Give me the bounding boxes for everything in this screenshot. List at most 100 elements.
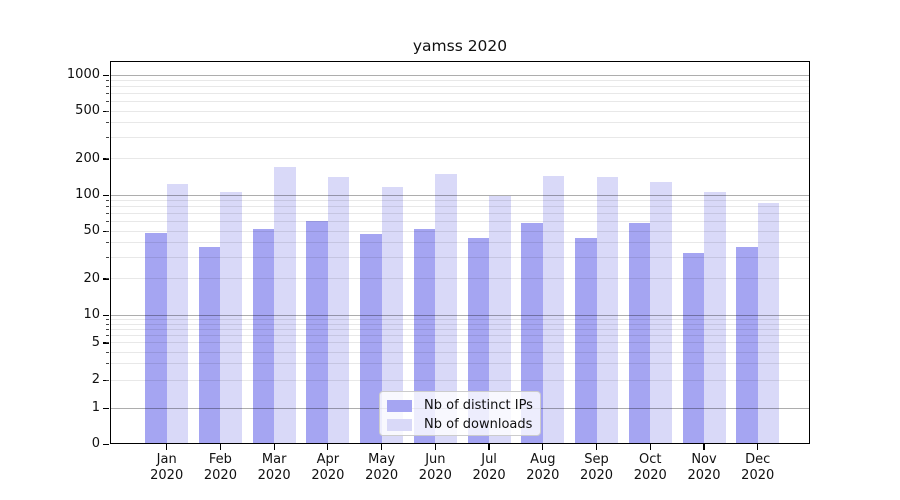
x-tick-may: [381, 444, 383, 450]
gridline-minor-2: [110, 379, 810, 381]
gridline-minor-8: [110, 323, 810, 325]
y-minor-tick-4: [106, 351, 109, 353]
gridline-minor-800: [110, 86, 810, 88]
x-tick-label-mar: Mar 2020: [246, 452, 302, 484]
x-tick-sep: [595, 444, 598, 450]
x-label-month: Feb: [208, 452, 232, 467]
x-tick-label-apr: Apr 2020: [300, 452, 356, 484]
bar-distinct-ips-feb: [198, 246, 221, 444]
legend-swatch-distinct-ips: [387, 399, 412, 412]
x-label-month: Apr: [316, 452, 340, 467]
x-label-month: Aug: [530, 452, 556, 467]
x-tick-label-feb: Feb 2020: [192, 452, 248, 484]
bar-distinct-ips-mar: [252, 229, 275, 444]
legend-item-downloads: Nb of downloads: [380, 415, 540, 434]
x-label-month: Sep: [584, 452, 609, 467]
x-label-month: Jul: [481, 452, 497, 467]
gridline-minor-6: [110, 335, 810, 337]
y-tick-label-20: 20: [83, 270, 100, 286]
bar-downloads-jul: [489, 196, 511, 444]
y-tick-10: [103, 314, 109, 316]
y-minor-tick-3: [106, 363, 109, 365]
gridline-major-1000: [110, 74, 810, 76]
bar-distinct-ips-jun: [413, 229, 436, 444]
y-minor-tick-600: [106, 101, 109, 103]
y-minor-tick-20: [106, 278, 109, 280]
x-label-year: 2020: [311, 468, 345, 483]
x-tick-label-jun: Jun 2020: [407, 452, 463, 484]
x-label-month: May: [368, 452, 396, 467]
x-tick-label-aug: Aug 2020: [515, 452, 571, 484]
x-tick-mar: [273, 444, 275, 450]
gridline-minor-80: [110, 206, 810, 208]
bar-downloads-oct: [650, 181, 672, 444]
y-minor-tick-8: [106, 323, 109, 325]
x-label-year: 2020: [365, 468, 399, 483]
gridline-minor-40: [110, 242, 810, 244]
x-tick-apr: [327, 444, 329, 450]
x-tick-feb: [219, 444, 222, 450]
chart-title: yamss 2020: [412, 37, 508, 55]
y-minor-tick-6: [106, 335, 109, 337]
bar-distinct-ips-nov: [682, 252, 704, 444]
gridline-minor-5: [110, 342, 810, 344]
x-label-year: 2020: [633, 468, 667, 483]
y-minor-tick-5: [106, 342, 109, 344]
x-label-month: Jan: [156, 452, 177, 467]
gridline-minor-60: [110, 221, 810, 223]
y-tick-1: [103, 407, 109, 409]
gridline-minor-300: [110, 137, 810, 139]
gridline-minor-4: [110, 351, 810, 353]
x-label-year: 2020: [687, 468, 721, 483]
y-minor-tick-700: [106, 93, 109, 95]
y-minor-tick-30: [106, 257, 109, 259]
x-label-year: 2020: [741, 468, 775, 483]
x-tick-label-nov: Nov 2020: [676, 452, 732, 484]
legend-label-distinct-ips: Nb of distinct IPs: [424, 398, 533, 413]
y-tick-label-10: 10: [83, 307, 100, 322]
y-tick-label-100: 100: [75, 187, 100, 202]
bar-downloads-apr: [327, 177, 350, 444]
y-minor-tick-2: [106, 379, 109, 381]
x-tick-aug: [542, 444, 544, 450]
y-tick-label-1000: 1000: [66, 67, 100, 82]
x-label-month: Mar: [261, 452, 287, 467]
gridline-minor-7: [110, 328, 810, 330]
legend: Nb of distinct IPs Nb of downloads: [379, 391, 541, 436]
x-tick-dec: [757, 444, 759, 450]
y-tick-0: [103, 443, 109, 445]
bar-downloads-sep: [596, 176, 619, 444]
x-label-year: 2020: [472, 468, 506, 483]
bar-downloads-jun: [435, 174, 457, 444]
gridline-minor-9: [110, 318, 810, 320]
x-label-month: Dec: [745, 452, 771, 467]
y-tick-label-1: 1: [91, 400, 100, 415]
y-minor-tick-80: [106, 206, 109, 208]
bar-downloads-may: [381, 187, 404, 444]
x-tick-nov: [703, 444, 705, 450]
bar-downloads-feb: [220, 192, 242, 444]
gridline-major-100: [110, 194, 810, 196]
legend-label-downloads: Nb of downloads: [424, 417, 533, 432]
bar-distinct-ips-apr: [306, 220, 328, 444]
x-tick-label-sep: Sep 2020: [569, 452, 625, 484]
x-tick-oct: [649, 444, 651, 450]
bar-downloads-nov: [704, 192, 726, 444]
x-label-year: 2020: [257, 468, 291, 483]
y-minor-tick-70: [106, 213, 109, 215]
y-minor-tick-40: [106, 242, 109, 244]
legend-swatch-downloads: [387, 418, 412, 431]
bar-downloads-mar: [274, 167, 296, 444]
gridline-minor-30: [110, 257, 810, 259]
gridline-minor-500: [110, 110, 810, 112]
x-tick-label-jul: Jul 2020: [461, 452, 517, 484]
y-minor-tick-90: [106, 199, 109, 201]
x-tick-label-oct: Oct 2020: [622, 452, 678, 484]
y-tick-label-5: 5: [91, 334, 100, 350]
gridline-minor-70: [110, 213, 810, 215]
bar-downloads-dec: [757, 202, 780, 444]
bar-distinct-ips-oct: [628, 222, 651, 444]
x-label-month: Nov: [691, 452, 717, 467]
plot-area: [110, 61, 810, 444]
x-label-year: 2020: [418, 468, 452, 483]
